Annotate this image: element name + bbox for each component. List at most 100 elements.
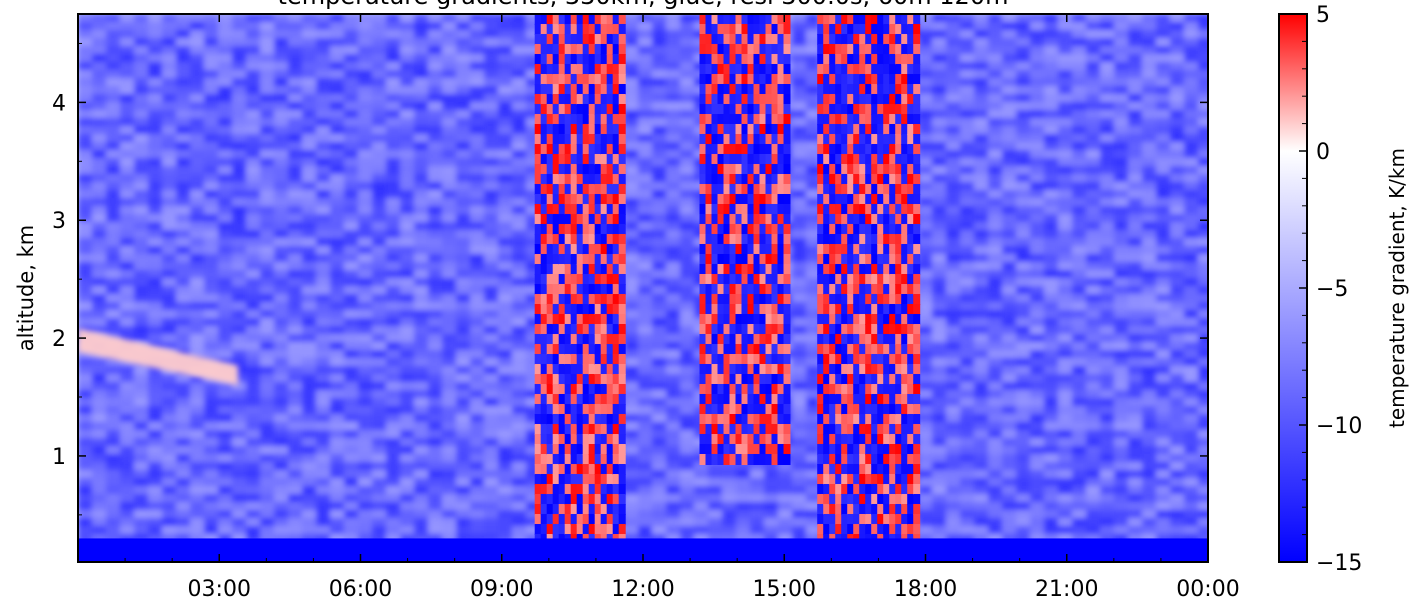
heatmap-cell: [414, 78, 429, 87]
heatmap-cell: [526, 110, 541, 119]
heatmap-cell: [624, 118, 639, 127]
heatmap-cell: [176, 70, 191, 79]
heatmap-cell: [1058, 406, 1073, 415]
heatmap-cell: [960, 166, 975, 175]
heatmap-cell: [302, 470, 317, 479]
heatmap-cell: [442, 30, 457, 39]
heatmap-cell: [162, 182, 177, 191]
heatmap-cell: [260, 142, 275, 151]
heatmap-cell: [1002, 526, 1017, 535]
heatmap-cell: [638, 470, 653, 479]
heatmap-cell: [204, 78, 219, 87]
heatmap-cell: [750, 494, 765, 503]
heatmap-cell: [988, 254, 1003, 263]
heatmap-cell: [932, 454, 947, 463]
heatmap-cell: [386, 302, 401, 311]
heatmap-cell: [442, 142, 457, 151]
heatmap-cell: [400, 22, 415, 31]
heatmap-cell: [456, 350, 471, 359]
heatmap-cell: [974, 206, 989, 215]
heatmap-cell: [372, 318, 387, 327]
heatmap-cell: [666, 214, 681, 223]
heatmap-cell: [498, 230, 513, 239]
heatmap-cell: [1002, 30, 1017, 39]
heatmap-cell: [344, 526, 359, 535]
heatmap-cell: [106, 198, 121, 207]
heatmap-cell: [792, 214, 807, 223]
heatmap-cell: [960, 246, 975, 255]
heatmap-cell: [792, 54, 807, 63]
heatmap-cell: [92, 270, 107, 279]
heatmap-cell: [442, 358, 457, 367]
heatmap-cell: [946, 22, 961, 31]
heatmap-cell: [260, 326, 275, 335]
heatmap-cell: [526, 38, 541, 47]
heatmap-cell: [316, 502, 331, 511]
heatmap-cell: [260, 246, 275, 255]
heatmap-cell: [470, 446, 485, 455]
heatmap-cell: [624, 302, 639, 311]
heatmap-cell: [106, 310, 121, 319]
heatmap-cell: [722, 462, 737, 471]
heatmap-cell: [512, 54, 527, 63]
heatmap-cell: [792, 158, 807, 167]
heatmap-cell: [302, 494, 317, 503]
heatmap-cell: [148, 22, 163, 31]
heatmap-cell: [624, 342, 639, 351]
heatmap-cell: [302, 70, 317, 79]
heatmap-cell: [372, 102, 387, 111]
heatmap-cell: [176, 30, 191, 39]
heatmap-cell: [806, 70, 821, 79]
heatmap-cell: [946, 462, 961, 471]
heatmap-cell: [470, 126, 485, 135]
heatmap-cell: [932, 238, 947, 247]
heatmap-cell: [456, 358, 471, 367]
heatmap-cell: [358, 62, 373, 71]
heatmap-cell: [134, 62, 149, 71]
heatmap-cell: [1072, 254, 1087, 263]
heatmap-cell: [78, 182, 93, 191]
heatmap-cell: [302, 342, 317, 351]
heatmap-cell: [960, 230, 975, 239]
heatmap-cell: [932, 350, 947, 359]
heatmap-cell: [302, 214, 317, 223]
heatmap-cell: [358, 182, 373, 191]
heatmap-cell: [330, 382, 345, 391]
heatmap-cell: [232, 86, 247, 95]
heatmap-cell: [1030, 294, 1045, 303]
heatmap-cell: [498, 150, 513, 159]
heatmap-cell: [1044, 142, 1059, 151]
heatmap-cell: [372, 14, 387, 23]
heatmap-cell: [918, 22, 933, 31]
heatmap-cell: [428, 54, 443, 63]
heatmap-cell: [638, 182, 653, 191]
heatmap-cell: [176, 462, 191, 471]
heatmap-cell: [330, 206, 345, 215]
heatmap-cell: [120, 142, 135, 151]
heatmap-cell: [666, 462, 681, 471]
heatmap-cell: [344, 510, 359, 519]
heatmap-cell: [148, 70, 163, 79]
heatmap-cell: [400, 398, 415, 407]
heatmap-cell: [330, 494, 345, 503]
heatmap-cell: [470, 174, 485, 183]
heatmap-cell: [1030, 414, 1045, 423]
heatmap-cell: [974, 502, 989, 511]
heatmap-cell: [1058, 46, 1073, 55]
heatmap-cell: [414, 302, 429, 311]
heatmap-cell: [372, 286, 387, 295]
heatmap-cell: [526, 54, 541, 63]
heatmap-cell: [190, 190, 205, 199]
heatmap-cell: [932, 422, 947, 431]
heatmap-cell: [134, 222, 149, 231]
heatmap-cell: [106, 262, 121, 271]
heatmap-cell: [638, 46, 653, 55]
heatmap-cell: [120, 14, 135, 23]
heatmap-cell: [974, 38, 989, 47]
heatmap-cell: [428, 94, 443, 103]
heatmap-cell: [260, 22, 275, 31]
heatmap-cell: [960, 134, 975, 143]
heatmap-cell: [106, 182, 121, 191]
heatmap-cell: [778, 486, 793, 495]
heatmap-cell: [344, 134, 359, 143]
